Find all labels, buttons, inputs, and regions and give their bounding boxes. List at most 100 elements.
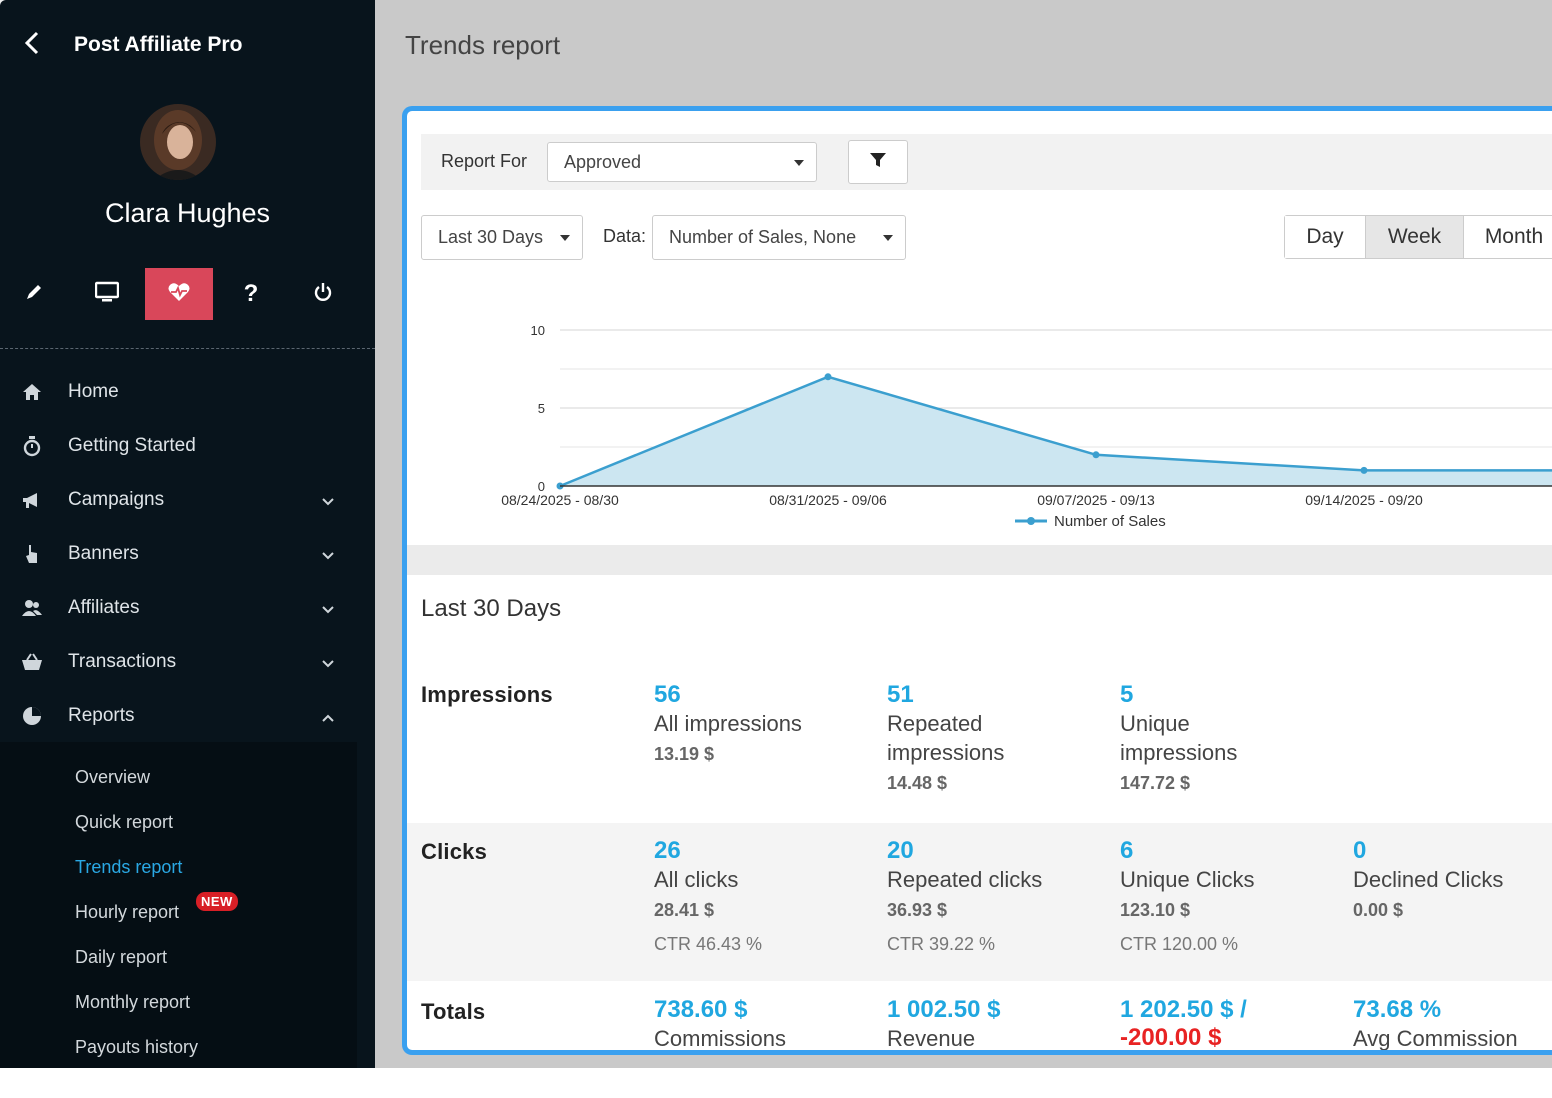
stat-unique-clicks: 6 Unique Clicks 123.10 $ CTR 120.00 % (1120, 837, 1340, 956)
hand-pointer-icon (0, 544, 68, 564)
sidebar-item-label: Reports (68, 705, 135, 726)
health-button[interactable] (145, 268, 213, 320)
stat-repeated-impressions: 51 Repeated impressions 14.48 $ (887, 681, 1037, 797)
stat-desc: Unique impressions (1120, 711, 1238, 765)
stat-desc: Commissions (654, 1026, 787, 1051)
report-for-select[interactable]: Approved (547, 142, 817, 182)
stat-value: 5 (1120, 681, 1134, 708)
stat-desc: All impressions (654, 711, 802, 736)
logout-button[interactable] (289, 268, 357, 320)
chevron-down-icon (322, 544, 334, 566)
monitor-button[interactable] (73, 268, 141, 320)
impressions-row: Impressions 56 All impressions 13.19 $ 5… (407, 671, 1552, 823)
stat-declined-clicks: 0 Declined Clicks 0.00 $ (1353, 837, 1552, 924)
filter-icon (869, 151, 887, 174)
stat-money: 0.00 $ (1353, 900, 1404, 920)
granularity-toggle: Day Week Month (1284, 215, 1552, 259)
stat-value: 20 (887, 837, 914, 864)
submenu-item-quick-report[interactable]: Quick report (75, 812, 174, 832)
stat-value: 56 (654, 681, 681, 708)
report-for-label: Report For (441, 151, 528, 171)
sidebar: Post Affiliate Pro Clara Hughes (0, 0, 375, 1068)
x-tick-label: 09/07/2025 - 09/13 (1037, 492, 1155, 508)
monitor-icon (94, 281, 120, 308)
chevron-down-icon (322, 490, 334, 512)
stat-revenue: 1 002.50 $ Revenue (887, 996, 1107, 1051)
summary-title: Last 30 Days (421, 595, 562, 622)
submenu-item-payouts-history[interactable]: Payouts history (75, 1037, 199, 1057)
sidebar-toolbar: ? (0, 268, 375, 320)
stat-money: 28.41 $ (654, 900, 715, 920)
edit-profile-button[interactable] (0, 268, 68, 320)
stopwatch-icon (0, 435, 68, 457)
submenu-item-trends-report[interactable]: Trends report (75, 857, 183, 877)
chevron-up-icon (322, 706, 334, 728)
submenu-item-daily-report[interactable]: Daily report (75, 947, 168, 967)
legend-label: Number of Sales (1054, 513, 1166, 530)
week-button[interactable]: Week (1366, 216, 1464, 258)
stat-money: 13.19 $ (654, 744, 715, 764)
data-select[interactable]: Number of Sales, None (652, 215, 906, 260)
submenu-item-overview[interactable]: Overview (75, 767, 151, 787)
avatar[interactable] (140, 104, 216, 180)
data-label: Data: (603, 226, 647, 246)
period-select[interactable]: Last 30 Days (421, 215, 583, 260)
stat-avg-commission: 73.68 % Avg Commission (1353, 996, 1552, 1051)
x-tick-label: 08/31/2025 - 09/06 (769, 492, 887, 508)
stat-desc: Repeated impressions (887, 711, 1005, 765)
month-button[interactable]: Month (1464, 216, 1552, 258)
stat-value: 6 (1120, 837, 1134, 864)
stat-desc: All clicks (654, 867, 739, 892)
stat-ctr: CTR 46.43 % (654, 934, 763, 954)
app-name: Post Affiliate Pro (74, 33, 243, 56)
pie-chart-icon (0, 706, 68, 726)
new-badge: NEW (196, 892, 238, 911)
stat-desc: Avg Commission (1353, 1026, 1518, 1051)
submenu-item-monthly-report[interactable]: Monthly report (75, 992, 191, 1012)
impressions-label: Impressions (421, 682, 553, 707)
submenu-item-hourly-report[interactable]: Hourly report (75, 902, 180, 922)
help-button[interactable]: ? (217, 268, 285, 320)
sidebar-item-campaigns[interactable]: Campaigns (0, 473, 360, 527)
data-point (1360, 466, 1368, 474)
clicks-row: Clicks 26 All clicks 28.41 $ CTR 46.43 %… (407, 823, 1552, 981)
app-window: Post Affiliate Pro Clara Hughes (0, 0, 1552, 1068)
sidebar-item-getting-started[interactable]: Getting Started (0, 419, 360, 473)
sidebar-item-banners[interactable]: Banners (0, 527, 360, 581)
filter-button[interactable] (848, 140, 908, 184)
chart-separator (407, 545, 1552, 575)
data-value: Number of Sales, None (669, 227, 857, 247)
stat-desc: Revenue (887, 1026, 976, 1051)
sidebar-item-transactions[interactable]: Transactions (0, 635, 360, 689)
totals-label: Totals (421, 999, 486, 1024)
stat-money: 14.48 $ (887, 773, 948, 793)
stat-value: 1 202.50 $ / (1120, 996, 1247, 1023)
y-tick-label: 5 (538, 401, 545, 416)
stat-money: 147.72 $ (1120, 773, 1191, 793)
stat-money: 123.10 $ (1120, 900, 1191, 920)
stat-repeated-clicks: 20 Repeated clicks 36.93 $ CTR 39.22 % (887, 837, 1107, 956)
sidebar-item-home[interactable]: Home (0, 365, 360, 419)
filter-bar: Report For Approved (421, 134, 1552, 190)
top-bar: Trends report (375, 0, 1552, 92)
stat-all-impressions: 56 All impressions 13.19 $ (654, 681, 874, 768)
chevron-down-icon (322, 598, 334, 620)
pencil-icon (24, 282, 44, 307)
legend-marker (1027, 517, 1035, 525)
stat-value: 0 (1353, 837, 1367, 864)
sidebar-item-affiliates[interactable]: Affiliates (0, 581, 360, 635)
basket-icon (0, 653, 68, 671)
users-icon (0, 599, 68, 617)
sidebar-item-reports[interactable]: Reports (0, 689, 360, 743)
series-area (560, 376, 1552, 486)
day-button[interactable]: Day (1285, 216, 1366, 258)
help-icon: ? (243, 280, 259, 307)
chevron-left-icon[interactable] (22, 30, 44, 58)
stat-all-clicks: 26 All clicks 28.41 $ CTR 46.43 % (654, 837, 874, 956)
chevron-down-icon (322, 652, 334, 674)
stat-value-negative: -200.00 $ (1120, 1024, 1222, 1051)
stat-commissions: 738.60 $ Commissions (654, 996, 874, 1051)
totals-row: Totals 738.60 $ Commissions 1 002.50 $ R… (407, 981, 1552, 1051)
heartbeat-icon (167, 281, 191, 308)
stat-balance: 1 202.50 $ / -200.00 $ (1120, 996, 1340, 1051)
